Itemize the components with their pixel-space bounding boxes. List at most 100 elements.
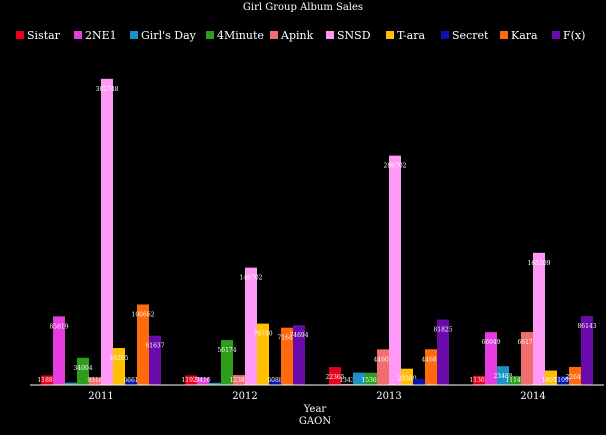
legend-label-apink: Apink <box>280 29 314 42</box>
bar-2014-4minute <box>509 376 521 385</box>
data-label-2011-f-x: 61637 <box>145 343 164 350</box>
data-label-2014-girl-s-day: 23488 <box>493 373 512 380</box>
data-label-2011-snsd: 382748 <box>96 86 119 93</box>
x-axis-ticks: 2011 2012 2013 2014 <box>88 391 545 402</box>
x-tick-label-2014: 2014 <box>520 391 545 402</box>
x-tick-label-2011: 2011 <box>88 391 113 402</box>
legend-label-2ne1: 2NE1 <box>85 29 117 42</box>
legend-swatch-t-ara <box>386 31 394 39</box>
data-label-2012-apink: 12380 <box>229 377 248 384</box>
bar-2011-apink <box>89 377 101 385</box>
data-label-2013-sistar: 22365 <box>325 374 344 381</box>
data-label-2012-2ne1: 9416 <box>195 377 210 384</box>
bar-2013-snsd <box>389 155 401 385</box>
bar-2013-girl-s-day <box>353 372 365 385</box>
bar-2012-snsd <box>245 267 257 385</box>
legend: Sistar 2NE1 Girl's Day 4Minute Apink SNSD T-ar… <box>16 29 585 42</box>
x-tick-label-2013: 2013 <box>376 391 401 402</box>
bar-2014-sistar <box>473 375 485 385</box>
data-label-2011-4minute: 34004 <box>73 365 92 372</box>
x-tick-label-2012: 2012 <box>232 391 257 402</box>
legend-swatch-sistar <box>16 31 24 39</box>
legend-swatch-2ne1 <box>74 31 82 39</box>
bar-2013-secret <box>413 378 425 385</box>
legend-label-kara: Kara <box>511 29 538 42</box>
bar-2011-t-ara <box>113 348 125 385</box>
bar-2014-f-x <box>581 316 593 385</box>
bar-2014-2ne1 <box>485 332 497 385</box>
data-label-2011-apink: 9318 <box>87 377 102 384</box>
legend-label-4minute: 4Minute <box>217 29 264 42</box>
bar-2011-sistar <box>41 375 53 385</box>
data-label-2012-sistar: 11920 <box>181 377 200 384</box>
legend-swatch-apink <box>270 31 278 39</box>
bar-2012-4minute <box>221 340 233 385</box>
bar-2011-secret <box>125 379 137 385</box>
legend-swatch-secret <box>441 31 449 39</box>
bar-2012-sistar <box>185 375 197 385</box>
data-label-2014-2ne1: 66049 <box>481 339 500 346</box>
bar-2013-t-ara <box>401 368 413 385</box>
data-label-2011-t-ara: 46205 <box>109 355 128 362</box>
data-label-2013-4minute: 15362 <box>361 377 380 384</box>
bar-2014-snsd <box>533 252 545 385</box>
bar-2014-t-ara <box>545 370 557 385</box>
bar-2013-apink <box>377 349 389 385</box>
bar-2014-secret <box>557 376 569 385</box>
data-label-2013-f-x: 81825 <box>433 327 452 334</box>
bar-2011-f-x <box>149 335 161 385</box>
data-label-2014-secret: 11093 <box>553 377 572 384</box>
bar-2012-kara <box>281 327 293 385</box>
bar-2013-sistar <box>329 367 341 385</box>
legend-swatch-girl-s-day <box>130 31 138 39</box>
data-label-2013-kara: 44683 <box>421 356 440 363</box>
data-label-2013-apink: 44602 <box>373 356 392 363</box>
bar-2011-girl-s-day <box>65 382 77 385</box>
bar-2013-kara <box>425 349 437 385</box>
bar-2011-snsd <box>101 78 113 385</box>
bar-2012-girl-s-day <box>209 382 221 385</box>
bar-2014-kara <box>569 366 581 385</box>
bar-2011-4minute <box>77 357 89 385</box>
data-label-2014-f-x: 86143 <box>577 323 596 330</box>
data-label-2011-kara: 100662 <box>132 311 155 318</box>
chart-subtitle: GAON <box>299 416 331 427</box>
data-label-2011-2ne1: 85819 <box>49 323 68 330</box>
legend-swatch-kara <box>500 31 508 39</box>
legend-label-secret: Secret <box>452 29 489 42</box>
legend-label-girl-s-day: Girl's Day <box>141 29 197 42</box>
data-label-2012-f-x: 74694 <box>289 332 308 339</box>
x-axis-label: Year <box>303 404 327 415</box>
bar-2013-4minute <box>365 372 377 385</box>
data-label-2011-sistar: 11881 <box>37 377 56 384</box>
data-label-2012-t-ara: 76740 <box>253 331 272 338</box>
legend-label-t-ara: T-ara <box>397 29 425 42</box>
data-label-2011-secret: 6661 <box>123 377 138 384</box>
data-label-2014-snsd: 165209 <box>528 260 551 267</box>
bar-2011-kara <box>137 304 149 385</box>
legend-swatch-snsd <box>326 31 334 39</box>
data-label-2013-t-ara: 20380 <box>397 376 416 383</box>
chart-title: Girl Group Album Sales <box>243 2 363 13</box>
bar-2013-f-x <box>437 319 449 385</box>
data-label-2012-4minute: 56174 <box>217 347 236 354</box>
legend-label-snsd: SNSD <box>337 29 371 42</box>
bar-2014-apink <box>521 332 533 385</box>
bar-2012-2ne1 <box>197 377 209 385</box>
data-label-2013-snsd: 286702 <box>384 163 407 170</box>
legend-swatch-4minute <box>206 31 214 39</box>
bar-2011-2ne1 <box>53 316 65 385</box>
data-label-2014-4minute: 11147 <box>505 377 524 384</box>
bar-2012-f-x <box>293 325 305 385</box>
bar-2012-t-ara <box>257 323 269 385</box>
legend-label-f-x: F(x) <box>563 29 585 42</box>
bar-2014-girl-s-day <box>497 366 509 385</box>
bar-2012-secret <box>269 380 281 385</box>
data-label-2014-sistar: 11369 <box>469 377 488 384</box>
legend-label-sistar: Sistar <box>27 29 61 42</box>
bar-2013-2ne1 <box>341 383 353 385</box>
data-label-2012-kara: 71642 <box>277 335 296 342</box>
data-label-2014-t-ara: 18077 <box>541 377 560 384</box>
bars: 11881 85819 34004 9318 382748 46205 6661 100662… <box>37 78 597 385</box>
